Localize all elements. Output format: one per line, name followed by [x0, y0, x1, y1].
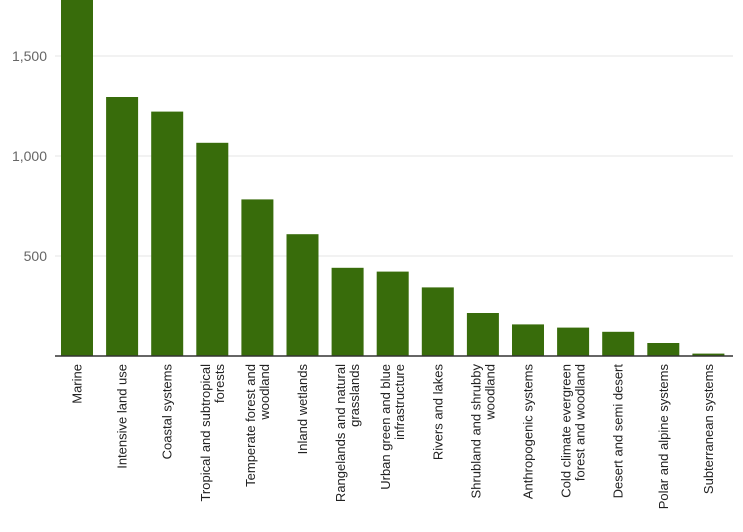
bar — [151, 111, 184, 356]
x-category-label: Rangelands and naturalgrasslands — [333, 364, 362, 503]
bar — [421, 287, 454, 356]
x-category-label: Shrubland and shrubbywoodland — [468, 364, 497, 499]
bars — [61, 0, 725, 356]
bar — [647, 343, 680, 356]
x-axis-category-labels: Marine Intensive land use Coastal systems T… — [70, 364, 716, 510]
bar — [466, 313, 499, 356]
bar — [61, 0, 93, 356]
bar — [286, 234, 319, 356]
x-category-label: Marine — [70, 364, 85, 404]
y-axis-ticks: 500 1,000 1,500 — [12, 48, 47, 264]
y-tick-label: 1,500 — [12, 48, 47, 64]
x-category-label: Polar and alpine systems — [656, 364, 671, 510]
bar — [331, 267, 364, 356]
bar — [241, 199, 274, 356]
x-category-label: Tropical and subtropicalforests — [198, 364, 227, 502]
bar — [557, 327, 590, 356]
y-tick-label: 500 — [24, 248, 48, 264]
x-category-label: Inland wetlands — [295, 364, 310, 455]
bar — [196, 142, 229, 356]
bar — [106, 97, 139, 356]
x-category-label: Urban green and blueinfrastructure — [378, 364, 407, 490]
x-category-label: Desert and semi desert — [611, 364, 626, 499]
bar — [602, 331, 635, 356]
x-category-label: Coastal systems — [160, 364, 175, 460]
x-category-label: Subterranean systems — [701, 364, 716, 495]
bar — [692, 353, 725, 356]
x-category-label: Temperate forest andwoodland — [243, 364, 272, 487]
x-category-label: Rivers and lakes — [430, 364, 445, 461]
x-category-label: Anthropogenic systems — [521, 364, 536, 500]
y-tick-label: 1,000 — [12, 148, 47, 164]
x-category-label: Cold climate evergreenforest and woodlan… — [559, 364, 588, 498]
bar — [512, 324, 544, 356]
bar — [376, 271, 409, 356]
x-category-label: Intensive land use — [115, 364, 130, 469]
